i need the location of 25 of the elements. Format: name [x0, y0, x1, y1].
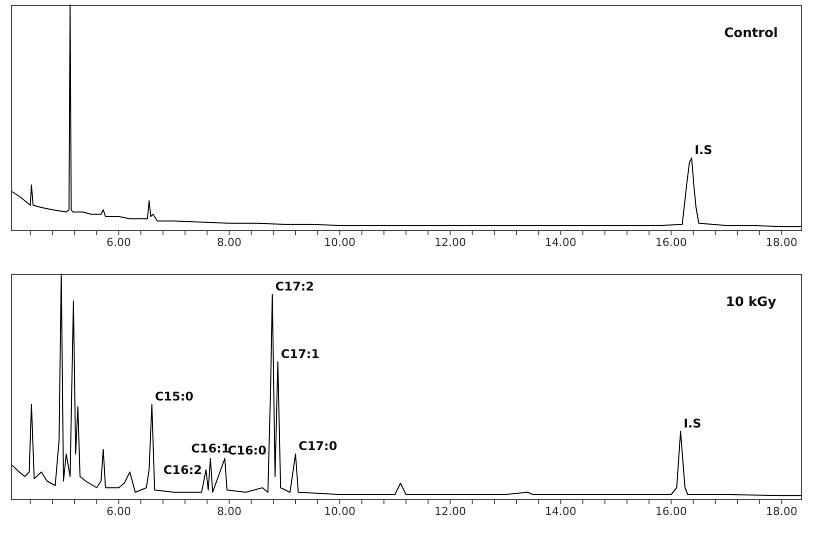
x-tick-label: 16.00 — [655, 236, 687, 249]
annotation: I.S — [684, 416, 702, 430]
x-tick-label: 10.00 — [324, 505, 356, 518]
x-tick-label: 12.00 — [434, 505, 466, 518]
x-tick-label: 14.00 — [544, 505, 576, 518]
x-tick-label: 18.00 — [766, 505, 798, 518]
annotation: I.S — [694, 143, 712, 157]
annotation: 10 kGy — [726, 295, 777, 310]
x-tick-label: 8.00 — [216, 505, 242, 518]
x-tick-label: 12.00 — [434, 236, 466, 249]
annotation: C15:0 — [154, 390, 194, 404]
x-tick-label: 8.00 — [216, 236, 242, 249]
annotation: C17:0 — [298, 439, 338, 453]
x-tick-label: 18.00 — [766, 236, 798, 249]
annotation: C16:1 — [191, 442, 230, 456]
x-tick-label: 10.00 — [324, 236, 356, 249]
annotation: C16:0 — [228, 444, 266, 458]
x-tick-label: 14.00 — [544, 236, 576, 249]
annotation: C16:2 — [163, 462, 202, 477]
x-tick-label: 6.00 — [106, 505, 131, 518]
annotation: C17:1 — [280, 346, 320, 361]
annotation: Control — [724, 26, 778, 41]
annotation: C17:2 — [275, 279, 314, 294]
x-tick-label: 6.00 — [106, 236, 131, 249]
x-tick-label: 16.00 — [655, 505, 687, 518]
